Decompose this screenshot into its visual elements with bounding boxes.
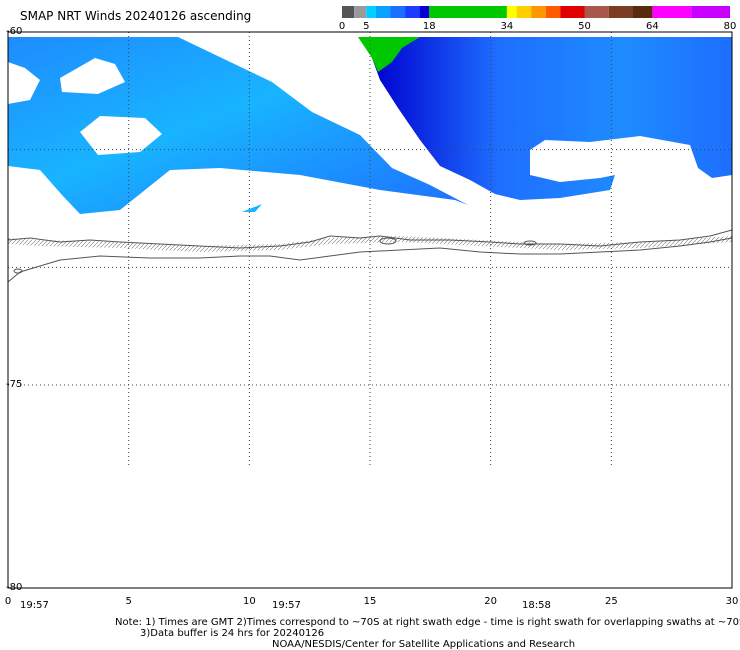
latitude-label: -80	[6, 582, 23, 593]
longitude-label: 20	[484, 596, 498, 607]
colorbar-segment	[375, 6, 391, 18]
colorbar-tick-label: 80	[723, 21, 737, 32]
colorbar-segment	[419, 6, 430, 18]
note-line-3: NOAA/NESDIS/Center for Satellite Applica…	[272, 639, 576, 650]
colorbar-segment	[545, 6, 561, 18]
island	[379, 237, 397, 245]
longitude-label: 15	[363, 596, 377, 607]
colorbar-tick-label: 0	[338, 21, 346, 32]
colorbar-tick-label: 18	[422, 21, 436, 32]
swath-gap	[60, 58, 125, 94]
longitude-label: 0	[4, 596, 12, 607]
map-frame	[7, 31, 733, 589]
colorbar-segment	[342, 6, 355, 18]
wind-speed-colorbar	[342, 6, 730, 18]
swath-time-1: 19:57	[20, 600, 49, 611]
longitude-label: 30	[725, 596, 739, 607]
swath-fragment	[242, 204, 262, 212]
longitude-label: 25	[604, 596, 618, 607]
colorbar-segment	[506, 6, 517, 18]
colorbar-segment	[652, 6, 692, 18]
colorbar-segment	[516, 6, 532, 18]
colorbar-segment	[560, 6, 585, 18]
note-line-1: Note: 1) Times are GMT 2)Times correspon…	[115, 617, 740, 628]
swath-right	[372, 37, 732, 200]
swath-gap	[8, 62, 40, 104]
colorbar-segment	[531, 6, 546, 18]
strong-wind-patch	[358, 37, 420, 72]
coastline	[7, 237, 733, 283]
colorbar-segment	[366, 6, 376, 18]
longitude-label: 10	[242, 596, 256, 607]
swath-time-3: 18:58	[522, 600, 551, 611]
colorbar-tick-label: 5	[363, 21, 370, 32]
colorbar-segment	[390, 6, 406, 18]
ice-shelf-hatch	[8, 236, 732, 252]
coastline	[7, 229, 733, 249]
latitude-label: -75	[6, 379, 23, 390]
swath-gap	[80, 116, 162, 155]
colorbar-segment	[354, 6, 367, 18]
swath-time-2: 19:57	[272, 600, 301, 611]
note-line-2: 3)Data buffer is 24 hrs for 20240126	[140, 628, 325, 639]
colorbar-tick-label: 50	[578, 21, 591, 32]
island	[523, 240, 537, 246]
longitude-label: 5	[125, 596, 132, 607]
colorbar-segment	[584, 6, 609, 18]
latitude-label: -60	[6, 26, 23, 37]
colorbar-segment	[429, 6, 507, 18]
island	[13, 268, 23, 274]
colorbar-tick-label: 34	[500, 21, 514, 32]
colorbar-tick-label: 64	[646, 21, 659, 32]
colorbar-segment	[633, 6, 653, 18]
colorbar-segment	[608, 6, 633, 18]
colorbar-segment	[405, 6, 420, 18]
map-title: SMAP NRT Winds 20240126 ascending	[20, 9, 252, 23]
colorbar-segment	[691, 6, 730, 18]
